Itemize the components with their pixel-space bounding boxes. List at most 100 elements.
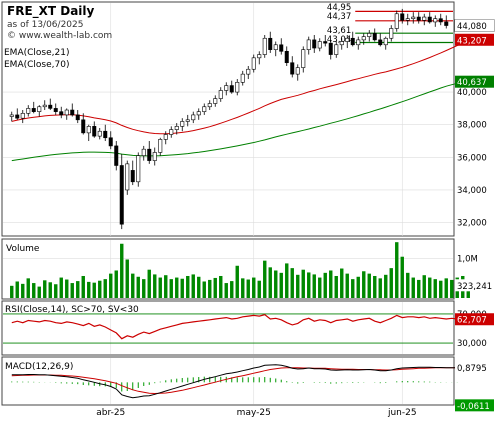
volume-bar — [279, 272, 283, 298]
candle-body — [301, 49, 306, 68]
candle-body — [158, 139, 163, 153]
candle-body — [31, 108, 36, 112]
price-tick-label: 32,000 — [457, 219, 487, 229]
candle-body — [433, 18, 438, 23]
volume-bar — [329, 270, 333, 298]
candle-body — [367, 33, 372, 37]
candle-body — [317, 41, 322, 49]
ema70-legend: EMA(Close,70) — [4, 60, 69, 70]
candle-body — [108, 137, 113, 147]
volume-bar — [400, 256, 404, 298]
volume-bar — [323, 272, 327, 298]
candle-body — [262, 37, 267, 55]
candle-body — [20, 112, 25, 119]
candle-body — [361, 36, 366, 41]
ema70-price-label-bg — [455, 75, 494, 88]
resistance-level-label: 44,37 — [327, 12, 351, 22]
volume-bar — [384, 274, 388, 298]
candle-body — [229, 85, 234, 93]
candle-body — [75, 114, 80, 121]
volume-bar — [378, 278, 382, 298]
candle-body — [405, 18, 410, 21]
candle-body — [53, 108, 58, 112]
candle-body — [334, 44, 339, 55]
candle-body — [213, 98, 218, 104]
volume-bar — [120, 243, 124, 298]
price-tick-label: 40,000 — [457, 88, 487, 98]
candle-body — [350, 37, 355, 46]
candle-body — [147, 148, 152, 161]
volume-bar — [318, 277, 322, 298]
candle-body — [372, 33, 377, 41]
volume-bar — [109, 273, 113, 298]
x-tick-label: jun-25 — [387, 408, 417, 418]
volume-bar — [290, 268, 294, 298]
candle-body — [152, 152, 157, 161]
volume-bar — [246, 279, 250, 298]
candle-body — [251, 57, 256, 70]
volume-bar — [43, 280, 47, 298]
candle-body — [9, 114, 14, 117]
site-credit: © www.wealth-lab.com — [7, 31, 112, 41]
ema70-price-label: 40,637 — [457, 78, 487, 88]
volume-bar — [417, 279, 421, 298]
candle-body — [185, 119, 190, 122]
volume-bar — [450, 279, 454, 298]
volume-bar — [136, 276, 140, 298]
rsi-panel-title: RSI(Close,14), SC>70, SV<30 — [5, 305, 139, 315]
candle-body — [394, 13, 399, 29]
candle-body — [345, 37, 350, 42]
candle-body — [125, 163, 130, 191]
volume-bar — [257, 280, 261, 298]
candle-body — [339, 41, 344, 46]
volume-bar — [274, 270, 278, 298]
volume-bar — [92, 282, 96, 298]
x-tick-label: may-25 — [237, 408, 271, 418]
volume-bar — [81, 275, 85, 298]
candle-body — [416, 16, 421, 21]
volume-bar — [76, 281, 80, 298]
candle-body — [180, 121, 185, 127]
macd-hist-label-bg — [455, 399, 494, 412]
macd-hist-label: -0,0611 — [457, 402, 490, 412]
candle-body — [97, 130, 102, 137]
volume-bar — [21, 283, 25, 298]
price-tick-label: 38,000 — [457, 121, 487, 131]
volume-bar — [433, 279, 437, 298]
candle-body — [312, 39, 317, 49]
candle-body — [400, 13, 405, 21]
volume-bar — [125, 259, 129, 298]
support-level-label: 43,61 — [327, 26, 351, 36]
volume-bar — [268, 267, 272, 298]
volume-bar — [362, 271, 366, 298]
candle-body — [422, 16, 427, 21]
volume-bar — [186, 275, 190, 298]
volume-bar — [367, 273, 371, 298]
volume-bar — [103, 279, 107, 298]
volume-bar — [373, 275, 377, 298]
candle-body — [383, 37, 388, 46]
candle-body — [356, 39, 361, 46]
volume-bar — [439, 280, 443, 298]
candle-body — [411, 16, 416, 19]
volume-bar — [340, 268, 344, 298]
volume-bar — [285, 263, 289, 298]
volume-bar — [235, 265, 239, 298]
volume-bar — [158, 277, 162, 298]
volume-bar — [307, 272, 311, 298]
volume-bar — [48, 282, 52, 298]
ema70-line — [11, 81, 469, 162]
volume-bar — [466, 285, 470, 298]
volume-bar — [65, 279, 69, 298]
candle-body — [257, 54, 262, 59]
candle-body — [444, 21, 449, 26]
volume-bar — [411, 277, 415, 298]
candle-body — [427, 16, 432, 23]
candle-body — [169, 129, 174, 135]
volume-bar — [175, 277, 179, 298]
ema21-line — [11, 39, 469, 135]
candle-body — [235, 81, 240, 93]
volume-bar — [263, 260, 267, 298]
